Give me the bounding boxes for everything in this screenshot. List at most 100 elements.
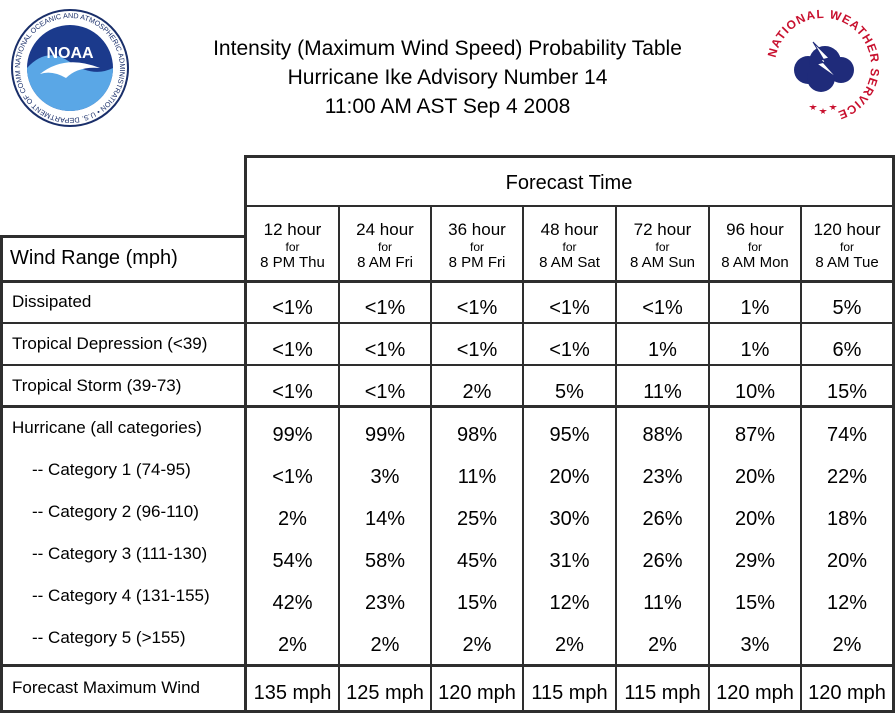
table-border-top-left (0, 235, 246, 238)
table-cell: 12% (826, 592, 868, 614)
table-cell: 99% (272, 424, 313, 446)
table-cell: 26% (642, 550, 683, 572)
column-for: for (377, 240, 392, 254)
table-cell: <1% (642, 297, 683, 319)
column-time: 8 PM Fri (448, 254, 506, 271)
table-cell: <1% (272, 381, 313, 403)
column-header: 48 hour for 8 AM Sat (523, 220, 616, 272)
column-hour: 12 hour (263, 220, 322, 239)
noaa-logo-text: NOAA (46, 45, 94, 62)
row-label: Tropical Storm (39-73) (12, 376, 182, 395)
table-cell: 45% (456, 550, 498, 572)
table-cell: 2% (278, 508, 307, 530)
table-cell: <1% (272, 339, 313, 361)
column-hour: 36 hour (448, 220, 506, 239)
column-divider-2 (430, 205, 432, 713)
row-divider-1 (0, 322, 895, 324)
table-border-left-header (244, 155, 247, 713)
max-wind-cell: 120 mph (808, 682, 886, 704)
column-time: 8 PM Thu (260, 254, 325, 271)
table-cell: 2% (832, 634, 862, 656)
title-line-1: Intensity (Maximum Wind Speed) Probabili… (213, 37, 682, 60)
table-cell: 1% (648, 339, 677, 361)
table-cell: 99% (364, 424, 406, 446)
forecast-time-label: Forecast Time (505, 172, 633, 194)
table-border-bottom (0, 710, 895, 713)
nws-logo: NATIONAL WEATHER SERVICE (765, 7, 881, 124)
column-hour: 72 hour (633, 220, 692, 239)
table-cell: 30% (549, 508, 590, 530)
column-time: 8 AM Fri (357, 254, 413, 271)
table-cell: 2% (278, 634, 307, 656)
column-hour: 120 hour (813, 220, 881, 239)
table-cell: 1% (740, 339, 770, 361)
row-label: -- Category 5 (>155) (32, 628, 186, 647)
column-time: 8 AM Sun (629, 254, 696, 271)
table-cell: 98% (456, 424, 498, 446)
table-cell: 5% (832, 297, 862, 319)
table-cell: <1% (364, 297, 406, 319)
table-cell: 22% (826, 466, 868, 488)
max-wind-cell: 120 mph (716, 682, 794, 704)
table-border-top (244, 155, 895, 158)
table-cell: 54% (272, 550, 313, 572)
column-time: 8 AM Mon (721, 254, 789, 271)
max-wind-cell: 115 mph (531, 682, 608, 704)
table-cell: 10% (734, 381, 776, 403)
table-cell: 2% (648, 634, 677, 656)
title-line-2: Hurricane Ike Advisory Number 14 (287, 66, 608, 89)
max-wind-cell: 135 mph (253, 682, 332, 704)
column-time: 8 AM Tue (815, 254, 879, 271)
column-time: 8 AM Sat (539, 254, 600, 271)
table-cell: 2% (462, 634, 492, 656)
table-cell: 26% (642, 508, 683, 530)
table-cell: 14% (364, 508, 406, 530)
column-for: for (655, 240, 670, 254)
row-divider-maxwind (0, 664, 895, 667)
table-cell: <1% (456, 297, 498, 319)
table-cell: 3% (740, 634, 770, 656)
column-header: 120 hour for 8 AM Tue (801, 220, 893, 272)
table-cell: 3% (370, 466, 400, 488)
column-header: 96 hour for 8 AM Mon (709, 220, 801, 272)
table-cell: 5% (555, 381, 584, 403)
table-cell: 2% (370, 634, 400, 656)
table-cell: 29% (734, 550, 776, 572)
column-header: 12 hour for 8 PM Thu (246, 220, 339, 272)
column-for: for (285, 240, 300, 254)
table-cell: 11% (457, 466, 497, 488)
row-label: -- Category 2 (96-110) (32, 502, 199, 521)
table-cell: <1% (549, 297, 590, 319)
table-cell: 20% (734, 508, 776, 530)
table-cell: <1% (272, 297, 313, 319)
table-cell: 74% (826, 424, 868, 446)
row-label: -- Category 3 (111-130) (32, 544, 208, 563)
table-cell: <1% (364, 381, 406, 403)
row-divider-2 (0, 364, 895, 366)
column-hour: 96 hour (726, 220, 784, 239)
max-wind-cell: 115 mph (624, 682, 701, 704)
table-cell: <1% (364, 339, 406, 361)
table-cell: 18% (826, 508, 868, 530)
column-divider-5 (708, 205, 710, 713)
column-for: for (839, 240, 854, 254)
table-cell: 15% (826, 381, 868, 403)
column-for: for (747, 240, 762, 254)
column-divider-3 (522, 205, 524, 713)
table-cell: 12% (549, 592, 590, 614)
table-cell: 58% (364, 550, 406, 572)
table-cell: <1% (272, 466, 313, 488)
table-cell: 20% (734, 466, 776, 488)
row-divider-header (0, 280, 895, 283)
column-hour: 24 hour (356, 220, 414, 239)
row-label: Hurricane (all categories) (12, 418, 202, 437)
row-label: -- Category 4 (131-155) (32, 586, 210, 605)
table-cell: <1% (549, 339, 590, 361)
table-cell: 20% (826, 550, 868, 572)
column-header: 36 hour for 8 PM Fri (431, 220, 523, 272)
max-wind-cell: 120 mph (438, 682, 516, 704)
table-cell: 31% (549, 550, 590, 572)
table-border-right (892, 155, 895, 713)
row-label: Tropical Depression (<39) (12, 334, 208, 353)
column-hour: 48 hour (540, 220, 599, 239)
